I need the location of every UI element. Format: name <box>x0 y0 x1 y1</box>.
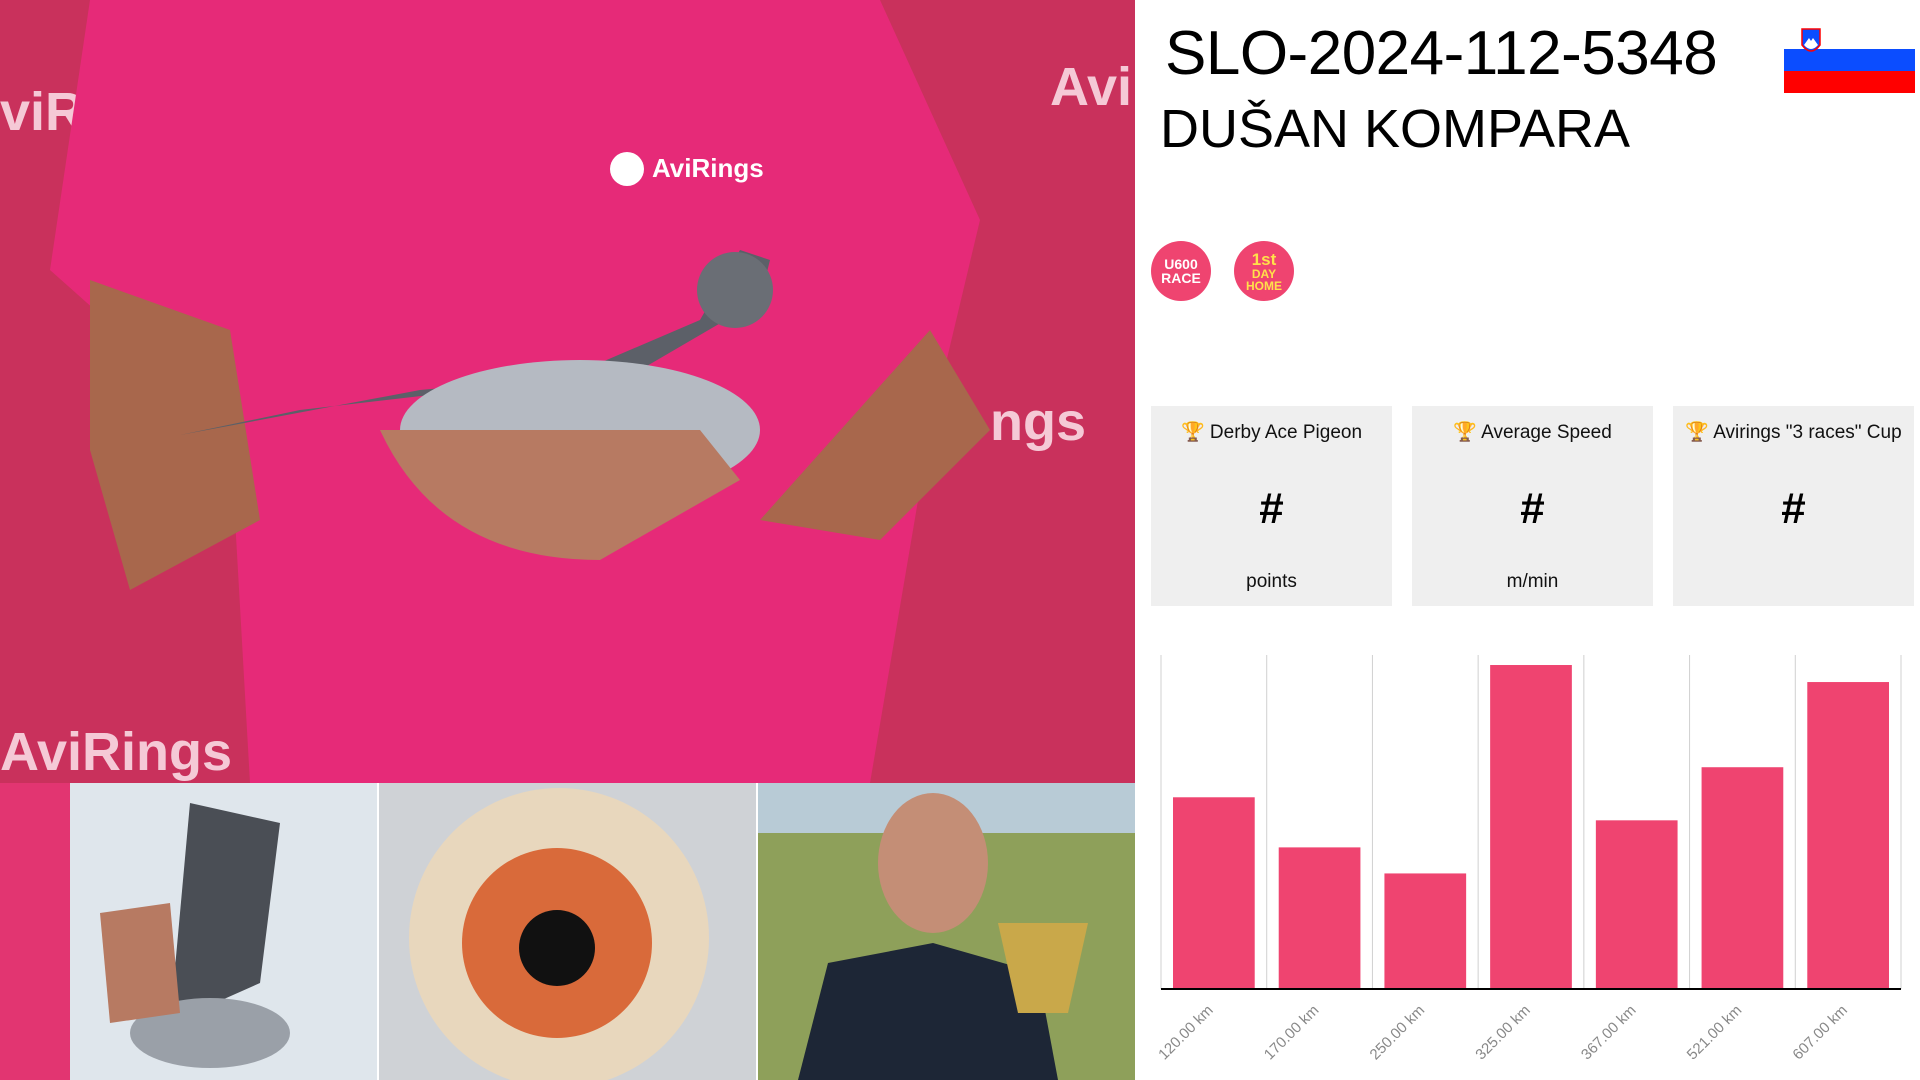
owner-name: DUŠAN KOMPARA <box>1160 99 1631 159</box>
card-title: Avirings "3 races" Cup <box>1713 422 1902 443</box>
x-tick-label: 607.00 km <box>1789 1002 1851 1064</box>
card-value: # <box>1781 484 1806 533</box>
x-tick-label: 120.00 km <box>1155 1002 1217 1064</box>
slovenia-flag-icon <box>1784 27 1915 93</box>
bar-60700[interactable] <box>1807 682 1889 989</box>
race-distance-bar-chart: 120.00 km 170.00 km 250.00 km 325.00 km 367.… <box>1155 655 1902 1064</box>
x-tick-label: 170.00 km <box>1261 1002 1323 1064</box>
bar-25000[interactable] <box>1384 873 1467 989</box>
bar-12000[interactable] <box>1173 797 1255 989</box>
card-value: # <box>1259 484 1284 533</box>
main-pigeon-photo[interactable]: viRin Avi ngs AviRings AviRings <box>0 0 1135 783</box>
x-tick-label: 325.00 km <box>1472 1002 1534 1064</box>
card-value: # <box>1520 484 1545 533</box>
badge-line: DAY <box>1251 266 1277 281</box>
svg-text:AviRings: AviRings <box>0 722 232 782</box>
bar-17000[interactable] <box>1278 847 1361 989</box>
derby-ace-card: 🏆 Derby Ace Pigeon # points <box>1151 406 1392 606</box>
card-title: Average Speed <box>1481 422 1612 443</box>
bar-36700[interactable] <box>1595 820 1678 989</box>
card-unit: points <box>1246 571 1297 592</box>
badge-line: HOME <box>1246 278 1282 293</box>
trophy-icon: 🏆 <box>1453 422 1477 443</box>
x-tick-label: 521.00 km <box>1684 1002 1746 1064</box>
svg-text:AviRings: AviRings <box>652 153 764 183</box>
badge-line: U600 <box>1164 256 1198 272</box>
card-unit: m/min <box>1506 571 1559 592</box>
bar-52100[interactable] <box>1701 767 1784 989</box>
wing-photo[interactable] <box>0 783 377 1080</box>
svg-text:ngs: ngs <box>990 392 1086 452</box>
x-tick-label: 250.00 km <box>1367 1002 1429 1064</box>
badge-line: 1st <box>1251 249 1277 269</box>
card-title: Derby Ace Pigeon <box>1209 422 1363 443</box>
eye-photo[interactable] <box>379 783 756 1080</box>
trophy-icon: 🏆 <box>1180 422 1205 443</box>
ring-number: SLO-2024-112-5348 <box>1165 19 1718 88</box>
three-races-cup-card: 🏆 Avirings "3 races" Cup # <box>1673 406 1914 606</box>
trophy-icon: 🏆 <box>1685 422 1709 443</box>
svg-text:Avi: Avi <box>1050 57 1132 117</box>
u600-race-badge: U600 RACE <box>1151 241 1211 301</box>
first-day-home-badge: 1st DAY HOME <box>1234 241 1294 301</box>
owner-trophy-photo[interactable] <box>758 783 1135 1080</box>
bar-32500[interactable] <box>1490 665 1572 989</box>
badge-line: RACE <box>1161 270 1201 286</box>
x-tick-label: 367.00 km <box>1578 1002 1640 1064</box>
average-speed-card: 🏆 Average Speed # m/min <box>1412 406 1653 606</box>
